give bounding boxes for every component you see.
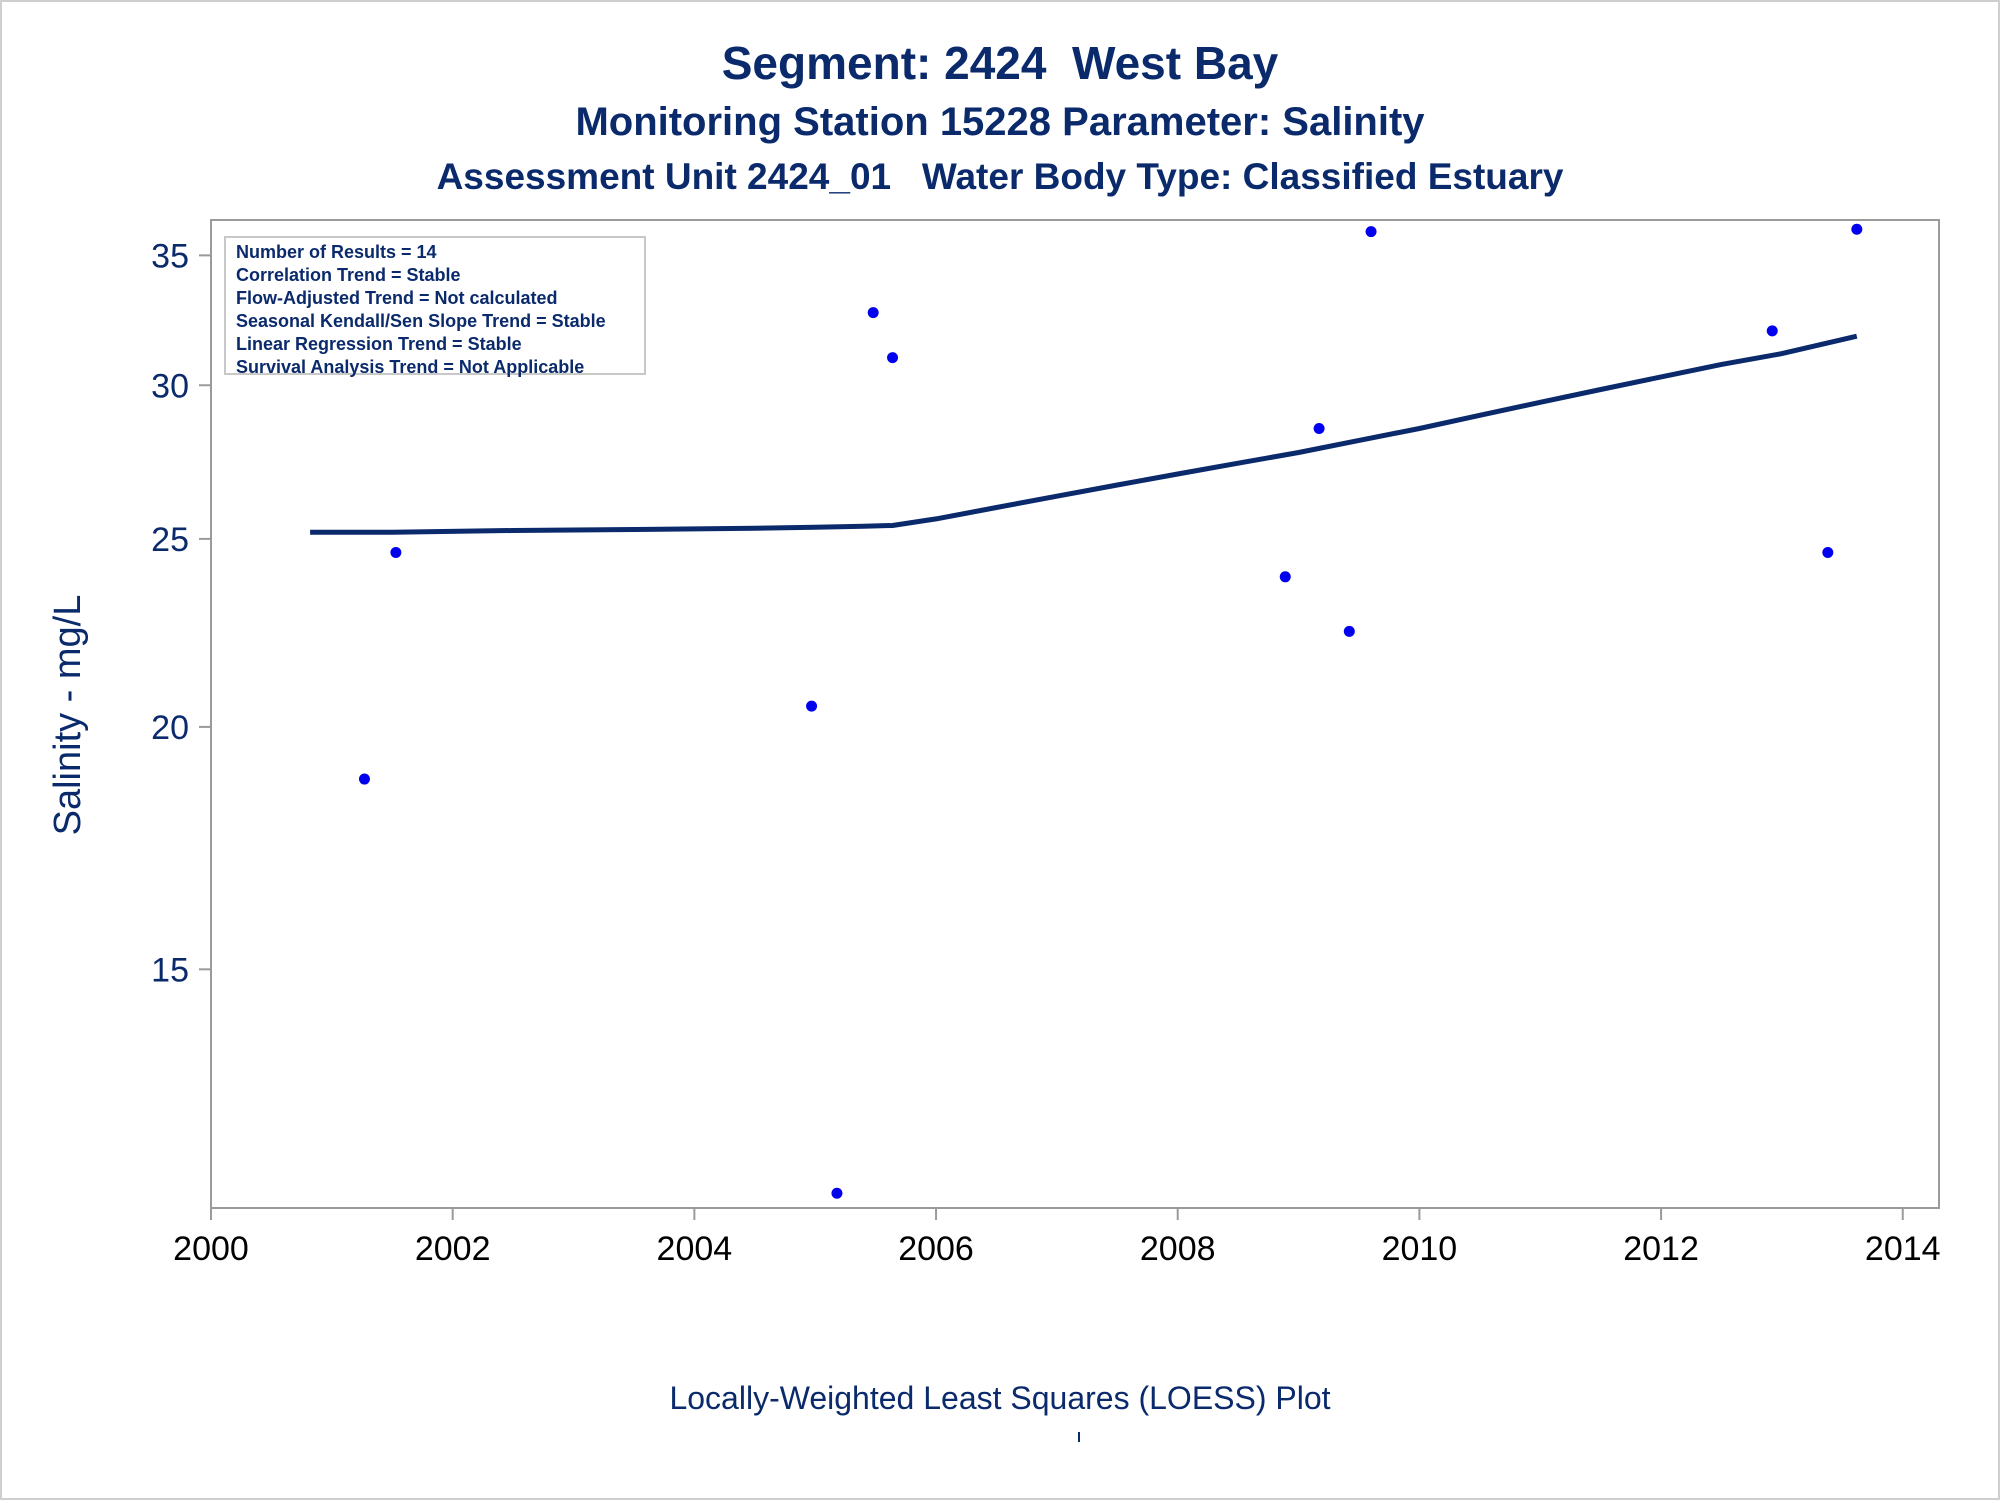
x-tick-label: 2002 xyxy=(415,1230,491,1268)
x-axis: 2000 2002 2004 2006 2008 2010 2012 2014 xyxy=(173,1208,1941,1268)
data-point xyxy=(1822,546,1834,558)
data-point xyxy=(1766,325,1778,337)
data-point xyxy=(1851,223,1863,235)
footnote-tick-mark xyxy=(1078,1432,1080,1442)
x-tick-label: 2006 xyxy=(898,1230,974,1268)
x-tick-label: 2010 xyxy=(1382,1230,1458,1268)
data-point xyxy=(867,307,879,319)
info-line-results: Number of Results = 14 xyxy=(236,242,437,262)
data-point xyxy=(831,1187,843,1199)
chart-title: Segment: 2424 West Bay xyxy=(721,37,1279,89)
plot-area xyxy=(210,219,1940,1209)
x-tick-label: 2004 xyxy=(657,1230,733,1268)
chart-footnote: Locally-Weighted Least Squares (LOESS) P… xyxy=(669,1380,1331,1416)
data-point xyxy=(806,700,818,712)
info-line-flow-adjusted: Flow-Adjusted Trend = Not calculated xyxy=(236,288,558,308)
x-tick-label: 2014 xyxy=(1865,1230,1941,1268)
info-line-linear-regression: Linear Regression Trend = Stable xyxy=(236,334,522,354)
trend-info-box: Number of Results = 14 Correlation Trend… xyxy=(224,236,646,377)
y-axis: 15 20 25 30 35 xyxy=(151,237,211,989)
data-point xyxy=(390,546,402,558)
y-tick-label: 30 xyxy=(151,367,189,405)
data-point xyxy=(887,352,899,364)
y-tick-label: 35 xyxy=(151,237,189,275)
data-point xyxy=(358,773,370,785)
chart-subtitle: Monitoring Station 15228 Parameter: Sali… xyxy=(575,100,1425,144)
data-point xyxy=(1365,226,1377,238)
info-line-correlation: Correlation Trend = Stable xyxy=(236,265,461,285)
data-point xyxy=(1279,571,1291,583)
info-line-seasonal-kendall: Seasonal Kendall/Sen Slope Trend = Stabl… xyxy=(236,311,606,331)
loess-line-series xyxy=(310,333,1858,535)
x-tick-label: 2012 xyxy=(1623,1230,1699,1268)
data-point xyxy=(1313,422,1325,434)
y-tick-label: 20 xyxy=(151,709,189,747)
chart-subtitle-2: Assessment Unit 2424_01 Water Body Type:… xyxy=(436,156,1564,197)
y-axis-label: Salinity - mg/L xyxy=(47,595,89,836)
loess-line xyxy=(310,333,1858,535)
info-line-survival: Survival Analysis Trend = Not Applicable xyxy=(236,357,585,377)
points-series xyxy=(304,223,1863,1199)
x-tick-label: 2008 xyxy=(1140,1230,1216,1268)
data-point xyxy=(1343,625,1355,637)
x-tick-label: 2000 xyxy=(173,1230,249,1268)
y-tick-label: 15 xyxy=(151,951,189,989)
y-tick-label: 25 xyxy=(151,521,189,559)
